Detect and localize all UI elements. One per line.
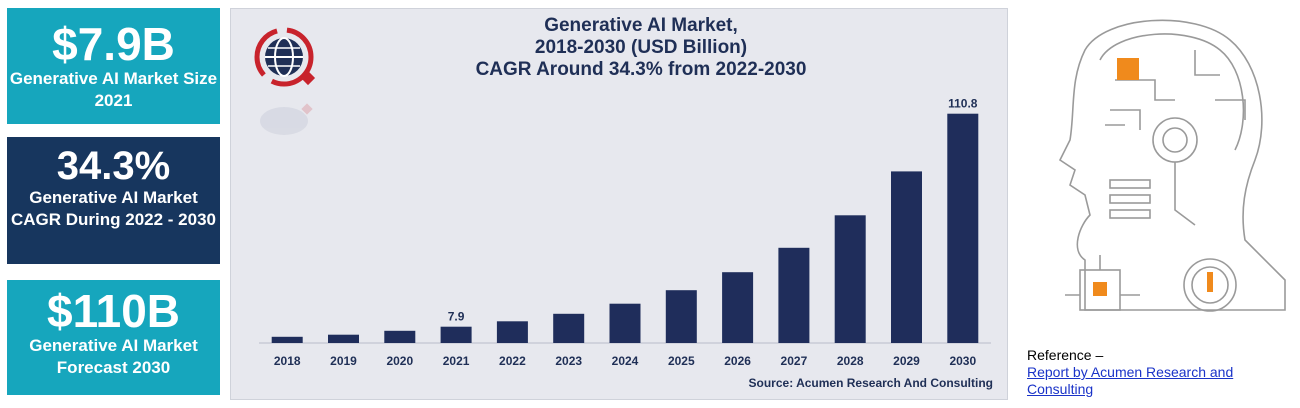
x-tick-label: 2024	[612, 354, 639, 368]
bar-chart: 2018 2019 2020 2021 7.9 2022 2023 2024 2025 2026 2…	[259, 97, 991, 368]
x-tick-label: 2030	[949, 354, 976, 368]
stat-card-market-size: $7.9B Generative AI Market Size 2021	[7, 8, 220, 124]
x-tick-label: 2026	[724, 354, 751, 368]
chip-icon	[1093, 282, 1107, 296]
x-tick-label: 2022	[499, 354, 526, 368]
bar-2024	[609, 303, 641, 343]
chart-subtitle: 2018-2030 (USD Billion)	[534, 37, 748, 58]
bar-2030	[947, 113, 979, 343]
data-label: 110.8	[948, 97, 978, 111]
bar-2029	[891, 171, 922, 343]
data-label: 7.9	[448, 310, 465, 324]
chart-panel: Generative AI Market, 2018-2030 (USD Bil…	[230, 8, 1008, 400]
bar-2018	[271, 336, 303, 343]
battery-icon	[1207, 272, 1213, 292]
stat-label: Generative AI Market Size 2021	[9, 69, 218, 111]
stat-value: $110B	[46, 285, 180, 337]
bar-2026	[722, 272, 754, 343]
reference-label: Reference –	[1027, 347, 1104, 363]
x-tick-label: 2020	[386, 354, 413, 368]
bar-2021	[440, 326, 472, 343]
stat-card-cagr: 34.3% Generative AI Market CAGR During 2…	[7, 137, 220, 264]
stat-label: Generative AI Market CAGR During 2022 - …	[10, 188, 216, 230]
globe-logo-icon	[254, 27, 316, 135]
chart-cagr-caption: CAGR Around 34.3% from 2022-2030	[475, 59, 807, 80]
bar-2023	[553, 313, 585, 343]
stat-value: 34.3%	[56, 144, 171, 188]
chart-title: Generative AI Market,	[544, 15, 738, 36]
chip-icon	[1117, 58, 1139, 80]
bar-2025	[665, 290, 697, 343]
chart-source: Source: Acumen Research And Consulting	[748, 376, 993, 390]
x-tick-label: 2023	[555, 354, 582, 368]
x-tick-label: 2027	[781, 354, 808, 368]
bar-2020	[384, 330, 416, 343]
reference-block: Reference – Report by Acumen Research an…	[1027, 347, 1287, 398]
bar-2027	[778, 247, 810, 343]
x-tick-label: 2029	[893, 354, 920, 368]
x-tick-label: 2018	[274, 354, 301, 368]
stat-value: $7.9B	[52, 18, 175, 70]
bar-2022	[496, 321, 528, 343]
x-tick-label: 2025	[668, 354, 695, 368]
bar-2028	[834, 215, 866, 343]
x-tick-label: 2028	[837, 354, 864, 368]
bar-2019	[328, 334, 359, 343]
reference-link[interactable]: Report by Acumen Research and Consulting	[1027, 364, 1234, 397]
x-tick-label: 2021	[443, 354, 470, 368]
stat-label: Generative AI Market Forecast 2030	[29, 336, 198, 378]
x-tick-label: 2019	[330, 354, 357, 368]
stat-card-forecast: $110B Generative AI Market Forecast 2030	[7, 280, 220, 395]
ai-robot-head-illustration	[1058, 19, 1286, 312]
